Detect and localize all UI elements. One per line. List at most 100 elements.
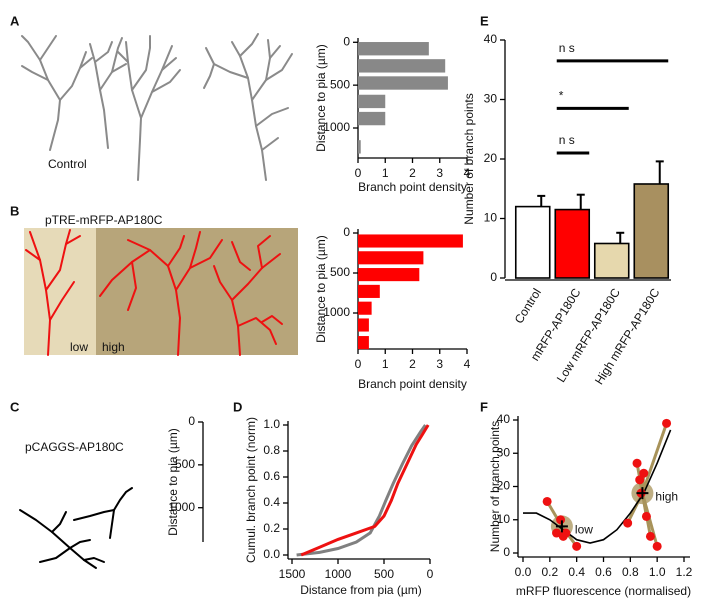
- x-tick-label: 1500: [279, 567, 306, 581]
- significance-label: *: [559, 89, 564, 103]
- x-tick-label: 0: [355, 357, 362, 371]
- x-axis-label: Distance from pia (µm): [300, 583, 422, 597]
- y-tick-label: 30: [497, 445, 511, 459]
- panel-letter: E: [480, 13, 489, 28]
- point: [639, 468, 649, 478]
- panel-letter: B: [10, 203, 19, 218]
- bar: [358, 284, 380, 298]
- mean-link: [640, 422, 668, 494]
- y-axis-label: Number of branch points: [462, 93, 476, 224]
- bar: [358, 336, 369, 350]
- x-tick-label: 0.4: [568, 565, 585, 579]
- x-tick-label: 1000: [325, 567, 352, 581]
- significance-label: n s: [559, 41, 575, 55]
- y-tick-label: 10: [484, 211, 498, 225]
- y-tick-label: 0: [503, 545, 510, 559]
- y-axis-label: Number of branch points: [488, 421, 502, 552]
- bar: [358, 251, 424, 265]
- x-tick-label: 500: [374, 567, 394, 581]
- y-tick-label: 500: [330, 77, 350, 91]
- y-tick-label: 500: [175, 457, 195, 471]
- neuron-image: [24, 228, 298, 356]
- y-tick-label: 40: [484, 32, 498, 46]
- x-axis-label: Branch point density: [358, 377, 467, 391]
- y-tick-label: 0.4: [263, 495, 280, 509]
- group-label: low: [575, 523, 593, 537]
- panel-letter: A: [10, 13, 20, 28]
- panel-letter: D: [233, 399, 242, 414]
- x-tick-label: 4: [464, 166, 471, 180]
- y-tick-label: 0: [188, 414, 195, 428]
- x-tick-label: 4: [464, 357, 471, 371]
- annotation: high: [102, 340, 125, 354]
- x-tick-label: 0.8: [622, 565, 639, 579]
- x-tick-label: 1.0: [649, 565, 666, 579]
- x-tick-label: 0.0: [515, 565, 532, 579]
- neuron-drawings: [21, 33, 293, 181]
- bar: [358, 301, 372, 315]
- bar: [358, 94, 386, 109]
- point: [542, 496, 552, 506]
- annotation: pTRE-mRFP-AP180C: [45, 213, 163, 227]
- y-tick-label: 1000: [323, 120, 350, 134]
- bar: [358, 234, 463, 248]
- y-tick-label: 0.8: [263, 443, 280, 457]
- x-tick-label: 2: [409, 357, 416, 371]
- annotation: low: [70, 340, 88, 354]
- group-mean-cross: [555, 520, 568, 533]
- x-tick-label: 3: [436, 357, 443, 371]
- x-tick-label: 1: [382, 166, 389, 180]
- group-mean-cross: [636, 487, 649, 500]
- bar: [514, 205, 551, 279]
- point: [552, 528, 562, 538]
- y-tick-label: 10: [497, 512, 511, 526]
- y-tick-label: 20: [497, 479, 511, 493]
- y-tick-label: 500: [330, 265, 350, 279]
- x-tick-label: 0: [355, 166, 362, 180]
- bar: [358, 59, 446, 73]
- point: [635, 475, 645, 485]
- bar: [358, 318, 369, 332]
- y-tick-label: 0.0: [263, 547, 280, 561]
- bar: [358, 42, 429, 56]
- bar: [554, 208, 591, 279]
- x-tick-label: 0.6: [595, 565, 612, 579]
- y-tick-label: 20: [484, 151, 498, 165]
- x-tick-label: 0: [427, 567, 434, 581]
- point: [632, 458, 642, 468]
- bar: [358, 140, 361, 154]
- y-tick-label: 0: [343, 225, 350, 239]
- x-axis-label: mRFP fluorescence (normalised): [516, 584, 691, 598]
- x-axis-label: Branch point density: [358, 180, 467, 194]
- point: [662, 418, 672, 428]
- y-tick-label: 30: [484, 92, 498, 106]
- y-tick-label: 0.6: [263, 469, 280, 483]
- annotation: pCAGGS-AP180C: [25, 440, 124, 454]
- y-axis-label: Cumul. branch point (norm): [244, 417, 258, 563]
- bar: [593, 242, 630, 279]
- x-tick-label: 2: [409, 166, 416, 180]
- x-tick-label: 1.2: [676, 565, 693, 579]
- group-label: high: [655, 489, 678, 503]
- y-tick-label: 1000: [168, 500, 195, 514]
- y-tick-label: 1000: [323, 305, 350, 319]
- fit-curve: [523, 429, 672, 544]
- point: [645, 531, 655, 541]
- y-tick-label: 0.2: [263, 521, 280, 535]
- point: [556, 515, 566, 525]
- data-line: [296, 424, 427, 557]
- bar: [633, 183, 670, 279]
- point: [572, 541, 582, 551]
- y-axis-label: Distance to pia (µm): [314, 44, 328, 152]
- point: [561, 528, 571, 538]
- point: [641, 511, 651, 521]
- bar: [358, 111, 386, 126]
- y-tick-label: 40: [497, 412, 511, 426]
- y-tick-label: 0: [490, 270, 497, 284]
- data-line: [300, 424, 430, 557]
- panel-letter: C: [10, 399, 20, 414]
- bar: [358, 76, 448, 90]
- bar: [358, 268, 420, 282]
